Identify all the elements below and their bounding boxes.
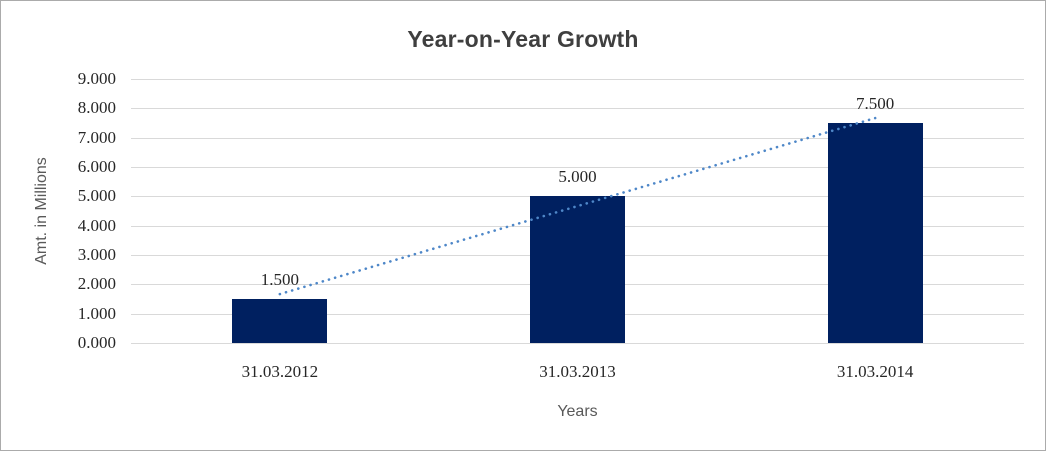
data-label: 5.000 (558, 167, 597, 187)
x-axis-title: Years (557, 403, 598, 420)
y-tick-label: 1.000 (77, 303, 116, 323)
chart-title: Year-on-Year Growth (407, 26, 639, 52)
y-tick-label: 5.000 (77, 186, 116, 206)
x-tick-label: 31.03.2012 (241, 362, 319, 381)
y-tick-label: 8.000 (77, 98, 116, 118)
gridline (131, 79, 1024, 80)
gridline (131, 108, 1024, 110)
data-label: 1.500 (260, 270, 299, 289)
y-tick-label: 7.000 (77, 127, 116, 147)
bar-31.03.2014 (827, 123, 923, 343)
x-tick-label: 31.03.2014 (836, 362, 914, 381)
data-label: 7.500 (856, 94, 895, 113)
gridline (131, 343, 1024, 344)
plot-area: 1.500 5.000 7.500 (131, 79, 1024, 344)
y-tick-label: 2.000 (77, 274, 116, 294)
y-tick-label: 0.000 (77, 333, 116, 352)
y-tick-label: 4.000 (77, 215, 116, 235)
x-tick-label: 31.03.2013 (539, 362, 616, 381)
y-tick-label: 6.000 (77, 157, 116, 176)
bar-31.03.2013 (530, 196, 625, 343)
y-tick-label: 3.000 (77, 245, 116, 264)
y-tick-label: 9.000 (77, 69, 116, 88)
bar-31.03.2012 (232, 299, 328, 343)
